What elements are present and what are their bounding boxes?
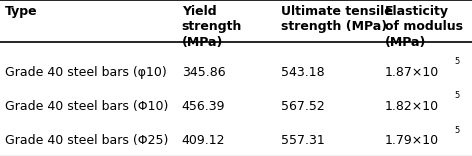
Text: Grade 40 steel bars (Φ25): Grade 40 steel bars (Φ25): [5, 134, 168, 147]
Text: 345.86: 345.86: [182, 66, 225, 78]
Text: 567.52: 567.52: [281, 100, 325, 113]
Text: 1.79×10: 1.79×10: [385, 134, 439, 147]
Text: Yield
strength
(MPa): Yield strength (MPa): [182, 5, 242, 49]
Text: 5: 5: [455, 91, 460, 100]
Text: Type: Type: [5, 5, 37, 18]
Text: Ultimate tensile
strength (MPa): Ultimate tensile strength (MPa): [281, 5, 393, 33]
Text: 409.12: 409.12: [182, 134, 225, 147]
Text: 1.87×10: 1.87×10: [385, 66, 439, 78]
Text: Grade 40 steel bars (φ10): Grade 40 steel bars (φ10): [5, 66, 167, 78]
Text: Elasticity
of modulus
(MPa): Elasticity of modulus (MPa): [385, 5, 463, 49]
Text: 5: 5: [455, 126, 460, 135]
Text: 1.82×10: 1.82×10: [385, 100, 439, 113]
Text: 543.18: 543.18: [281, 66, 324, 78]
Text: 5: 5: [455, 57, 460, 66]
Text: 456.39: 456.39: [182, 100, 225, 113]
Text: 557.31: 557.31: [281, 134, 325, 147]
Text: Grade 40 steel bars (Φ10): Grade 40 steel bars (Φ10): [5, 100, 168, 113]
